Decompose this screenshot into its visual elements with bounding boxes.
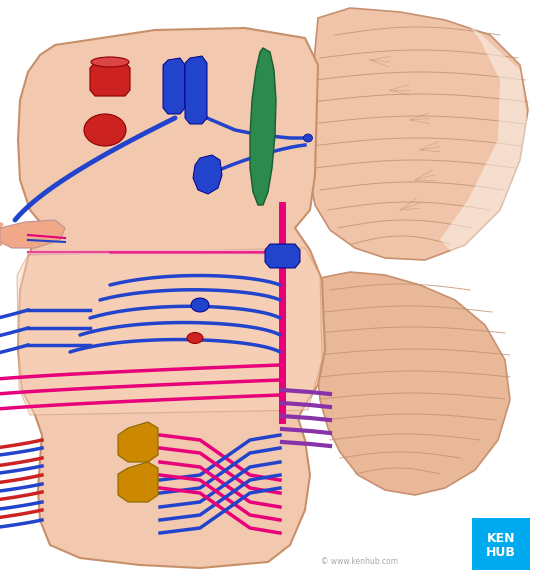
Polygon shape bbox=[185, 56, 207, 124]
Polygon shape bbox=[308, 8, 528, 260]
Text: © www.kenhub.com: © www.kenhub.com bbox=[321, 558, 399, 566]
Ellipse shape bbox=[84, 114, 126, 146]
Polygon shape bbox=[118, 462, 158, 502]
Polygon shape bbox=[17, 248, 322, 415]
Polygon shape bbox=[118, 422, 158, 462]
Text: © www.kenhub.com: © www.kenhub.com bbox=[249, 437, 311, 483]
Text: © www.kenhub.com: © www.kenhub.com bbox=[49, 327, 111, 373]
Polygon shape bbox=[193, 155, 222, 194]
Text: © www.kenhub.com: © www.kenhub.com bbox=[389, 407, 451, 453]
Polygon shape bbox=[0, 220, 65, 248]
Text: KEN
HUB: KEN HUB bbox=[486, 531, 516, 558]
Ellipse shape bbox=[191, 298, 209, 312]
Polygon shape bbox=[440, 20, 530, 255]
FancyBboxPatch shape bbox=[472, 518, 530, 570]
Polygon shape bbox=[265, 244, 300, 268]
Polygon shape bbox=[163, 58, 185, 114]
Polygon shape bbox=[90, 62, 130, 96]
Polygon shape bbox=[18, 28, 325, 568]
Ellipse shape bbox=[187, 332, 203, 343]
Ellipse shape bbox=[303, 134, 312, 142]
Polygon shape bbox=[250, 48, 276, 205]
Polygon shape bbox=[316, 272, 510, 495]
Ellipse shape bbox=[91, 57, 129, 67]
Text: © www.kenhub.com: © www.kenhub.com bbox=[89, 97, 151, 143]
Text: © www.kenhub.com: © www.kenhub.com bbox=[349, 177, 411, 223]
